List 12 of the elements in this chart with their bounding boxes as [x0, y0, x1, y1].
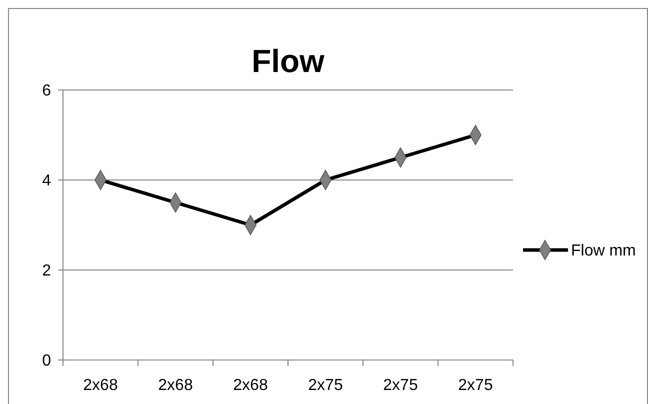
- x-tick-label: 2x75: [383, 377, 418, 394]
- x-tick-label: 2x75: [458, 377, 493, 394]
- y-tick-label: 6: [42, 82, 52, 100]
- x-tick-label: 2x75: [308, 377, 343, 394]
- y-tick-label: 4: [42, 172, 52, 190]
- y-tick-label: 2: [42, 262, 52, 280]
- x-tick-label: 2x68: [83, 377, 118, 394]
- legend-label: Flow mm: [571, 242, 636, 260]
- x-tick-label: 2x68: [158, 377, 193, 394]
- x-tick-label: 2x68: [233, 377, 268, 394]
- chart-title: Flow: [252, 43, 325, 79]
- y-tick-label: 0: [42, 352, 52, 370]
